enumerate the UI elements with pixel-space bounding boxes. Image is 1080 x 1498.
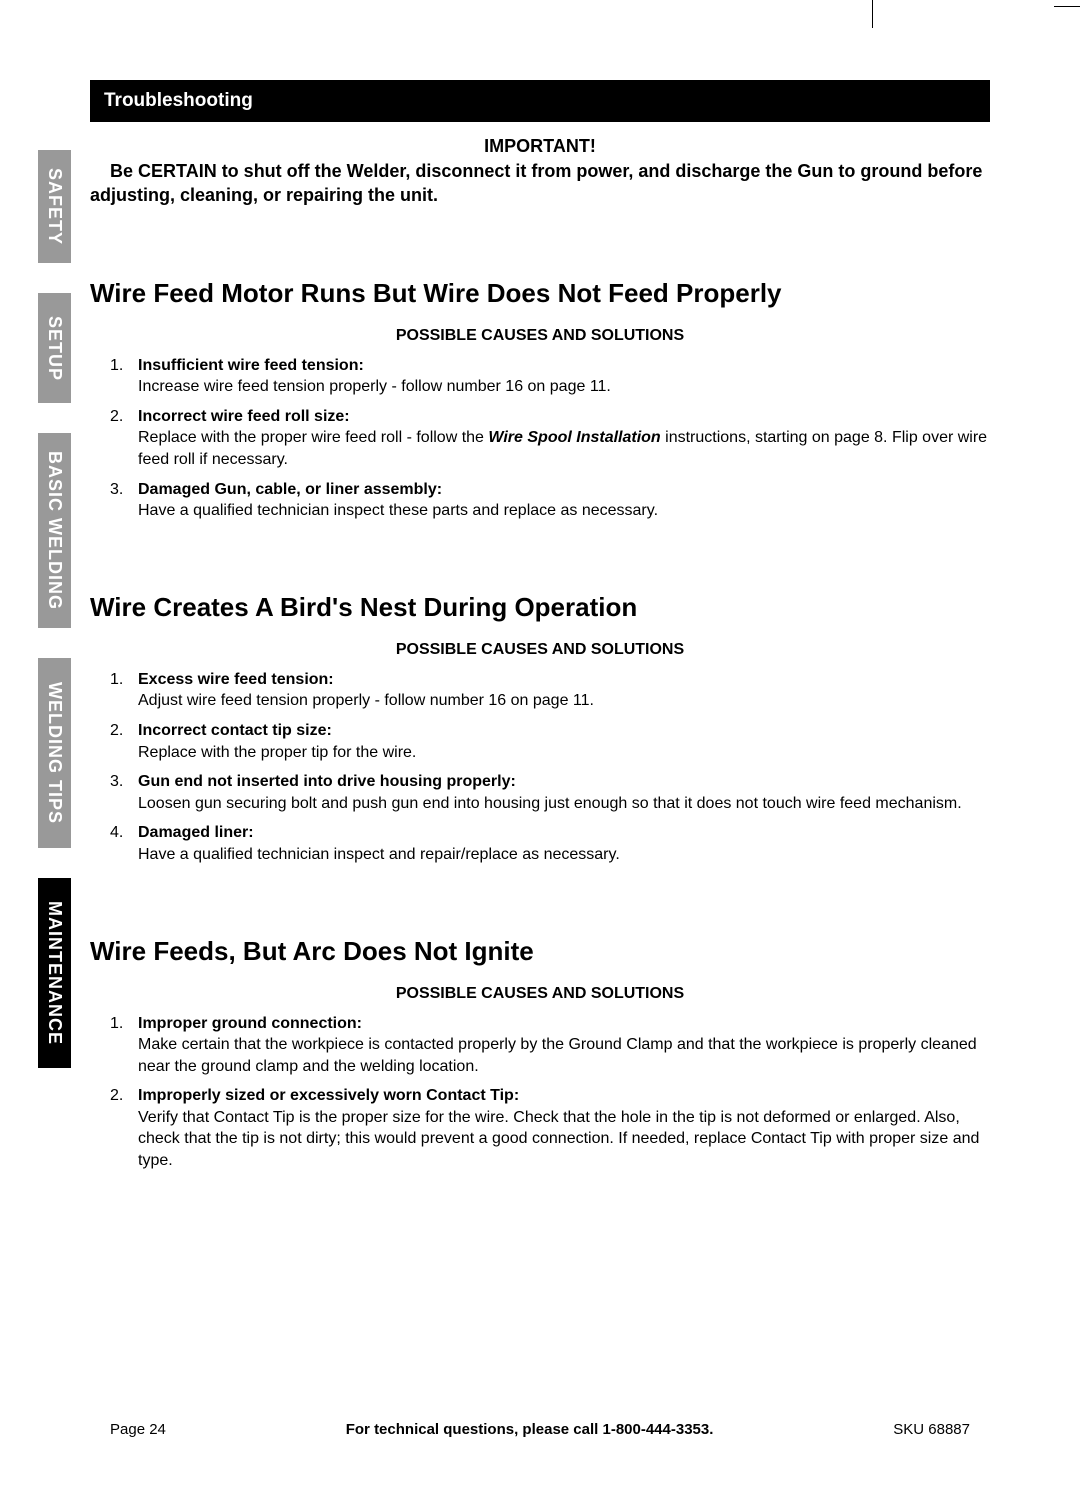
cause-body: Incorrect wire feed roll size: Replace wi… xyxy=(138,406,990,471)
cause-title: Incorrect contact tip size: xyxy=(138,722,332,739)
cause-title: Improperly sized or excessively worn Con… xyxy=(138,1087,519,1104)
cause-item: 3.Damaged Gun, cable, or liner assembly:… xyxy=(110,479,990,522)
page-number: Page 24 xyxy=(110,1421,166,1438)
cause-item: 1.Insufficient wire feed tension: Increas… xyxy=(110,355,990,398)
cause-title: Incorrect wire feed roll size: xyxy=(138,408,350,425)
cause-title: Improper ground connection: xyxy=(138,1015,362,1032)
important-label: IMPORTANT! xyxy=(90,136,990,157)
problem-title: Wire Creates A Bird's Nest During Operat… xyxy=(90,592,990,623)
cause-item: 4.Damaged liner: Have a qualified technic… xyxy=(110,822,990,865)
cause-body: Excess wire feed tension: Adjust wire fee… xyxy=(138,669,594,712)
footer-sku: SKU 68887 xyxy=(893,1421,970,1438)
cause-text: Increase wire feed tension properly - fo… xyxy=(138,378,611,395)
cause-text: Have a qualified technician inspect thes… xyxy=(138,502,658,519)
cause-body: Damaged liner: Have a qualified technicia… xyxy=(138,822,620,865)
list-number: 3. xyxy=(110,479,138,522)
cause-item: 2.Incorrect wire feed roll size: Replace … xyxy=(110,406,990,471)
footer-phone: For technical questions, please call 1-8… xyxy=(346,1421,714,1438)
cause-text: Make certain that the workpiece is conta… xyxy=(138,1036,977,1075)
page-content: Troubleshooting IMPORTANT! Be CERTAIN to… xyxy=(0,0,1080,1498)
list-number: 2. xyxy=(110,1085,138,1171)
list-number: 1. xyxy=(110,355,138,398)
page-footer: Page 24 For technical questions, please … xyxy=(110,1421,970,1438)
list-number: 1. xyxy=(110,669,138,712)
cause-body: Improperly sized or excessively worn Con… xyxy=(138,1085,990,1171)
causes-header: POSSIBLE CAUSES AND SOLUTIONS xyxy=(90,641,990,659)
cause-body: Insufficient wire feed tension: Increase … xyxy=(138,355,611,398)
list-number: 1. xyxy=(110,1013,138,1078)
cause-text: Have a qualified technician inspect and … xyxy=(138,846,620,863)
emphasis: Wire Spool Installation xyxy=(488,429,660,446)
cause-title: Insufficient wire feed tension: xyxy=(138,357,364,374)
important-block: IMPORTANT! Be CERTAIN to shut off the We… xyxy=(90,136,990,208)
important-text: Be CERTAIN to shut off the Welder, disco… xyxy=(90,159,990,208)
causes-header: POSSIBLE CAUSES AND SOLUTIONS xyxy=(90,327,990,345)
causes-list: 1.Insufficient wire feed tension: Increas… xyxy=(90,355,990,522)
cause-item: 2.Incorrect contact tip size: Replace wit… xyxy=(110,720,990,763)
cause-text: Loosen gun securing bolt and push gun en… xyxy=(138,795,962,812)
causes-header: POSSIBLE CAUSES AND SOLUTIONS xyxy=(90,985,990,1003)
cause-body: Damaged Gun, cable, or liner assembly: Ha… xyxy=(138,479,658,522)
cause-item: 2.Improperly sized or excessively worn C… xyxy=(110,1085,990,1171)
causes-list: 1.Improper ground connection: Make certai… xyxy=(90,1013,990,1172)
causes-list: 1.Excess wire feed tension: Adjust wire f… xyxy=(90,669,990,866)
cause-text: Adjust wire feed tension properly - foll… xyxy=(138,692,594,709)
cause-text: Replace with the proper wire feed roll -… xyxy=(138,429,488,446)
problem-title: Wire Feeds, But Arc Does Not Ignite xyxy=(90,936,990,967)
list-number: 4. xyxy=(110,822,138,865)
cause-body: Incorrect contact tip size: Replace with … xyxy=(138,720,416,763)
cause-body: Improper ground connection: Make certain … xyxy=(138,1013,990,1078)
cause-item: 3.Gun end not inserted into drive housin… xyxy=(110,771,990,814)
cause-item: 1.Excess wire feed tension: Adjust wire f… xyxy=(110,669,990,712)
cause-item: 1.Improper ground connection: Make certai… xyxy=(110,1013,990,1078)
cause-text: Verify that Contact Tip is the proper si… xyxy=(138,1109,979,1169)
cause-title: Excess wire feed tension: xyxy=(138,671,334,688)
list-number: 2. xyxy=(110,406,138,471)
list-number: 3. xyxy=(110,771,138,814)
section-header: Troubleshooting xyxy=(90,80,990,122)
problem-title: Wire Feed Motor Runs But Wire Does Not F… xyxy=(90,278,990,309)
cause-body: Gun end not inserted into drive housing … xyxy=(138,771,962,814)
list-number: 2. xyxy=(110,720,138,763)
cause-title: Damaged Gun, cable, or liner assembly: xyxy=(138,481,442,498)
cause-title: Gun end not inserted into drive housing … xyxy=(138,773,516,790)
cause-title: Damaged liner: xyxy=(138,824,254,841)
cause-text: Replace with the proper tip for the wire… xyxy=(138,744,416,761)
